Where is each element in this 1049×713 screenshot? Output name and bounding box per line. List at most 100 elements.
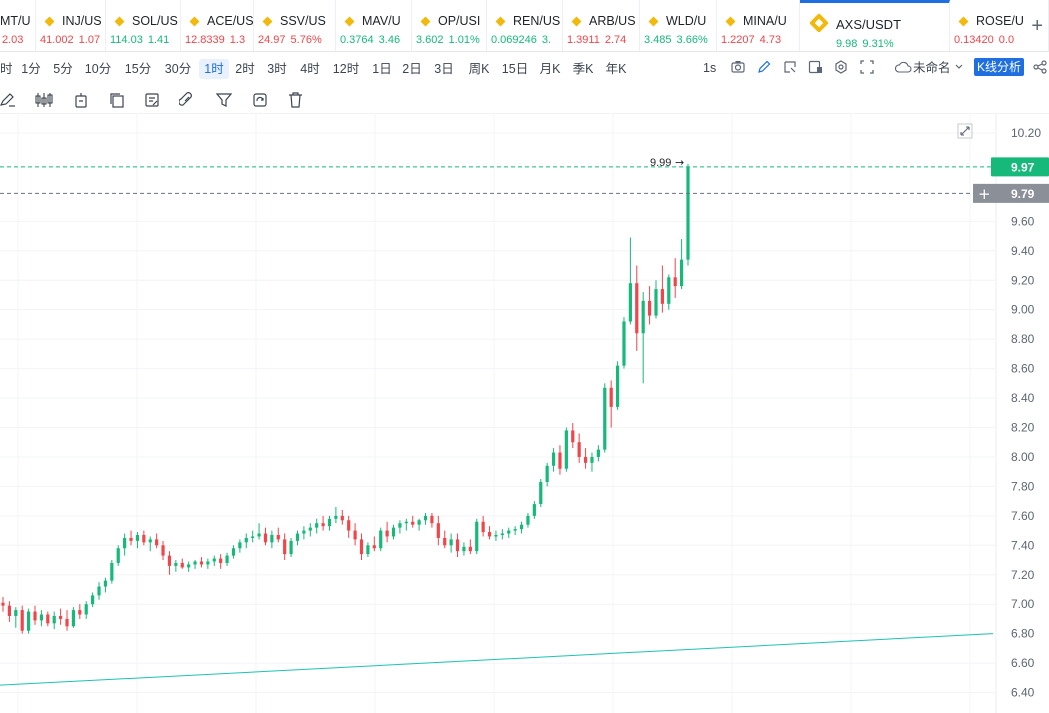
ticker-change: 3.66%	[676, 34, 708, 46]
candle	[366, 542, 370, 558]
candle	[308, 523, 312, 537]
candlestick-chart[interactable]: 10.20 9.60 9.40 9.20 9.00 8.80 8.60 8.40 8.20 8.0…	[0, 114, 1049, 713]
high-annotation: 9.99	[650, 157, 671, 169]
interval-option[interactable]: 15日	[501, 62, 529, 76]
ticker-tab[interactable]: MINA/U 1.2207 4.73	[717, 0, 800, 51]
crosshair-pencil-icon[interactable]	[0, 92, 16, 108]
candle	[443, 530, 447, 549]
coin-icon	[958, 16, 969, 27]
candle	[148, 536, 152, 552]
candle	[372, 536, 376, 552]
interval-option[interactable]: 3时	[267, 62, 287, 76]
candle	[59, 608, 63, 625]
trend-line[interactable]	[0, 633, 994, 686]
interval-option[interactable]: 季K	[572, 62, 594, 76]
price-tick-label: 10.20	[1011, 126, 1041, 140]
candle	[103, 577, 108, 593]
interval-option[interactable]: 30分	[164, 62, 192, 76]
candle	[110, 560, 114, 584]
ticker-symbol: REN/US	[513, 14, 561, 28]
interval-option[interactable]: 3日	[434, 62, 454, 76]
interval-option[interactable]: 1分	[21, 62, 41, 76]
candle	[270, 530, 274, 549]
interval-option[interactable]: 5分	[53, 62, 73, 76]
candle	[225, 552, 229, 566]
candle	[231, 545, 236, 559]
candle	[52, 611, 56, 630]
kline-analysis-button[interactable]: K线分析	[974, 58, 1024, 76]
ticker-tab[interactable]: MAV/U 0.3764 3.46	[336, 0, 412, 51]
price-tick-label: 6.60	[1011, 656, 1035, 670]
screen-select-icon[interactable]	[783, 60, 797, 74]
template-icon[interactable]	[144, 92, 160, 108]
ticker-change: 1.07	[78, 34, 101, 46]
interval-option[interactable]: 2时	[235, 62, 255, 76]
price-tick-label: 7.20	[1011, 568, 1035, 582]
filter-icon[interactable]	[216, 92, 232, 108]
ticker-price: 0.069246	[491, 34, 537, 46]
ticker-tab[interactable]: SSV/US 24.97 5.76%	[254, 0, 336, 51]
candle	[212, 555, 216, 566]
indicator-icon[interactable]	[74, 92, 88, 108]
ticker-tab[interactable]: REN/US 0.069246 3.	[487, 0, 563, 51]
resize-icon[interactable]	[957, 123, 973, 139]
ticker-change: 9.31%	[862, 38, 894, 50]
ticker-symbol: MINA/U	[743, 14, 787, 28]
candle	[500, 529, 504, 540]
ticker-tab[interactable]: INJ/US 41.002 1.07	[36, 0, 106, 51]
svg-text:9.79: 9.79	[1011, 187, 1035, 201]
calculator-icon[interactable]	[808, 60, 823, 74]
layout-name[interactable]: 未命名	[913, 61, 951, 75]
cloud-icon	[894, 61, 912, 73]
candle	[238, 539, 242, 553]
ticker-price: 24.97	[258, 34, 286, 46]
ticker-symbol: WLD/U	[666, 14, 707, 28]
add-tab-icon[interactable]: +	[1031, 15, 1043, 37]
candle	[475, 518, 479, 555]
ticker-tab[interactable]: ACE/US 12.8339 1.3	[181, 0, 254, 51]
ticker-tab[interactable]: OP/USI 3.602 1.01%	[412, 0, 487, 51]
coin-icon	[262, 16, 273, 27]
interval-option[interactable]: 年K	[605, 62, 627, 76]
interval-option[interactable]: 2日	[402, 62, 422, 76]
camera-icon[interactable]	[731, 60, 745, 73]
candle	[577, 433, 581, 463]
candle	[276, 527, 280, 543]
ticker-tab[interactable]: MT/U 2.03	[0, 0, 36, 51]
candle	[571, 423, 575, 449]
share-icon[interactable]	[1033, 60, 1047, 74]
pencil-icon[interactable]	[757, 60, 771, 74]
coin-icon	[725, 16, 736, 27]
magnet-icon[interactable]	[179, 92, 195, 108]
price-tick-label: 8.40	[1011, 391, 1035, 405]
chevron-down-icon[interactable]	[955, 64, 963, 70]
candle-type-icon[interactable]	[35, 92, 53, 108]
ticker-tab[interactable]: ARB/US 1.3911 2.74	[563, 0, 640, 51]
interval-option[interactable]: 周K	[468, 62, 490, 76]
copy-icon[interactable]	[109, 92, 125, 108]
interval-option[interactable]: 10分	[84, 62, 112, 76]
ticker-tab[interactable]: ROSE/U 0.13420 0.0	[950, 0, 1049, 51]
sync-icon[interactable]	[252, 92, 268, 108]
candle	[519, 521, 524, 534]
fullscreen-icon[interactable]	[860, 60, 874, 74]
ticker-tab[interactable]: AXS/USDT 9.98 9.31%	[800, 0, 950, 51]
interval-option[interactable]: 1时	[199, 59, 229, 79]
candle	[206, 558, 210, 569]
trash-icon[interactable]	[288, 92, 303, 108]
candle	[622, 317, 626, 369]
candle	[97, 582, 101, 600]
interval-option[interactable]: 15分	[124, 62, 152, 76]
seconds-button[interactable]: 1s	[703, 61, 717, 75]
interval-option[interactable]: 月K	[539, 62, 561, 76]
ticker-tab[interactable]: SOL/US 114.03 1.41	[106, 0, 181, 51]
interval-option[interactable]: 1日	[372, 62, 392, 76]
interval-option[interactable]: 4时	[300, 62, 320, 76]
price-axis: 10.20 9.60 9.40 9.20 9.00 8.80 8.60 8.40 8.20 8.0…	[995, 114, 1041, 713]
candle	[430, 512, 434, 528]
gear-icon[interactable]	[834, 60, 848, 74]
ticker-tab[interactable]: WLD/U 3.485 3.66%	[640, 0, 717, 51]
interval-option[interactable]: 时	[0, 62, 13, 76]
candle	[33, 605, 37, 625]
interval-option[interactable]: 12时	[332, 62, 360, 76]
